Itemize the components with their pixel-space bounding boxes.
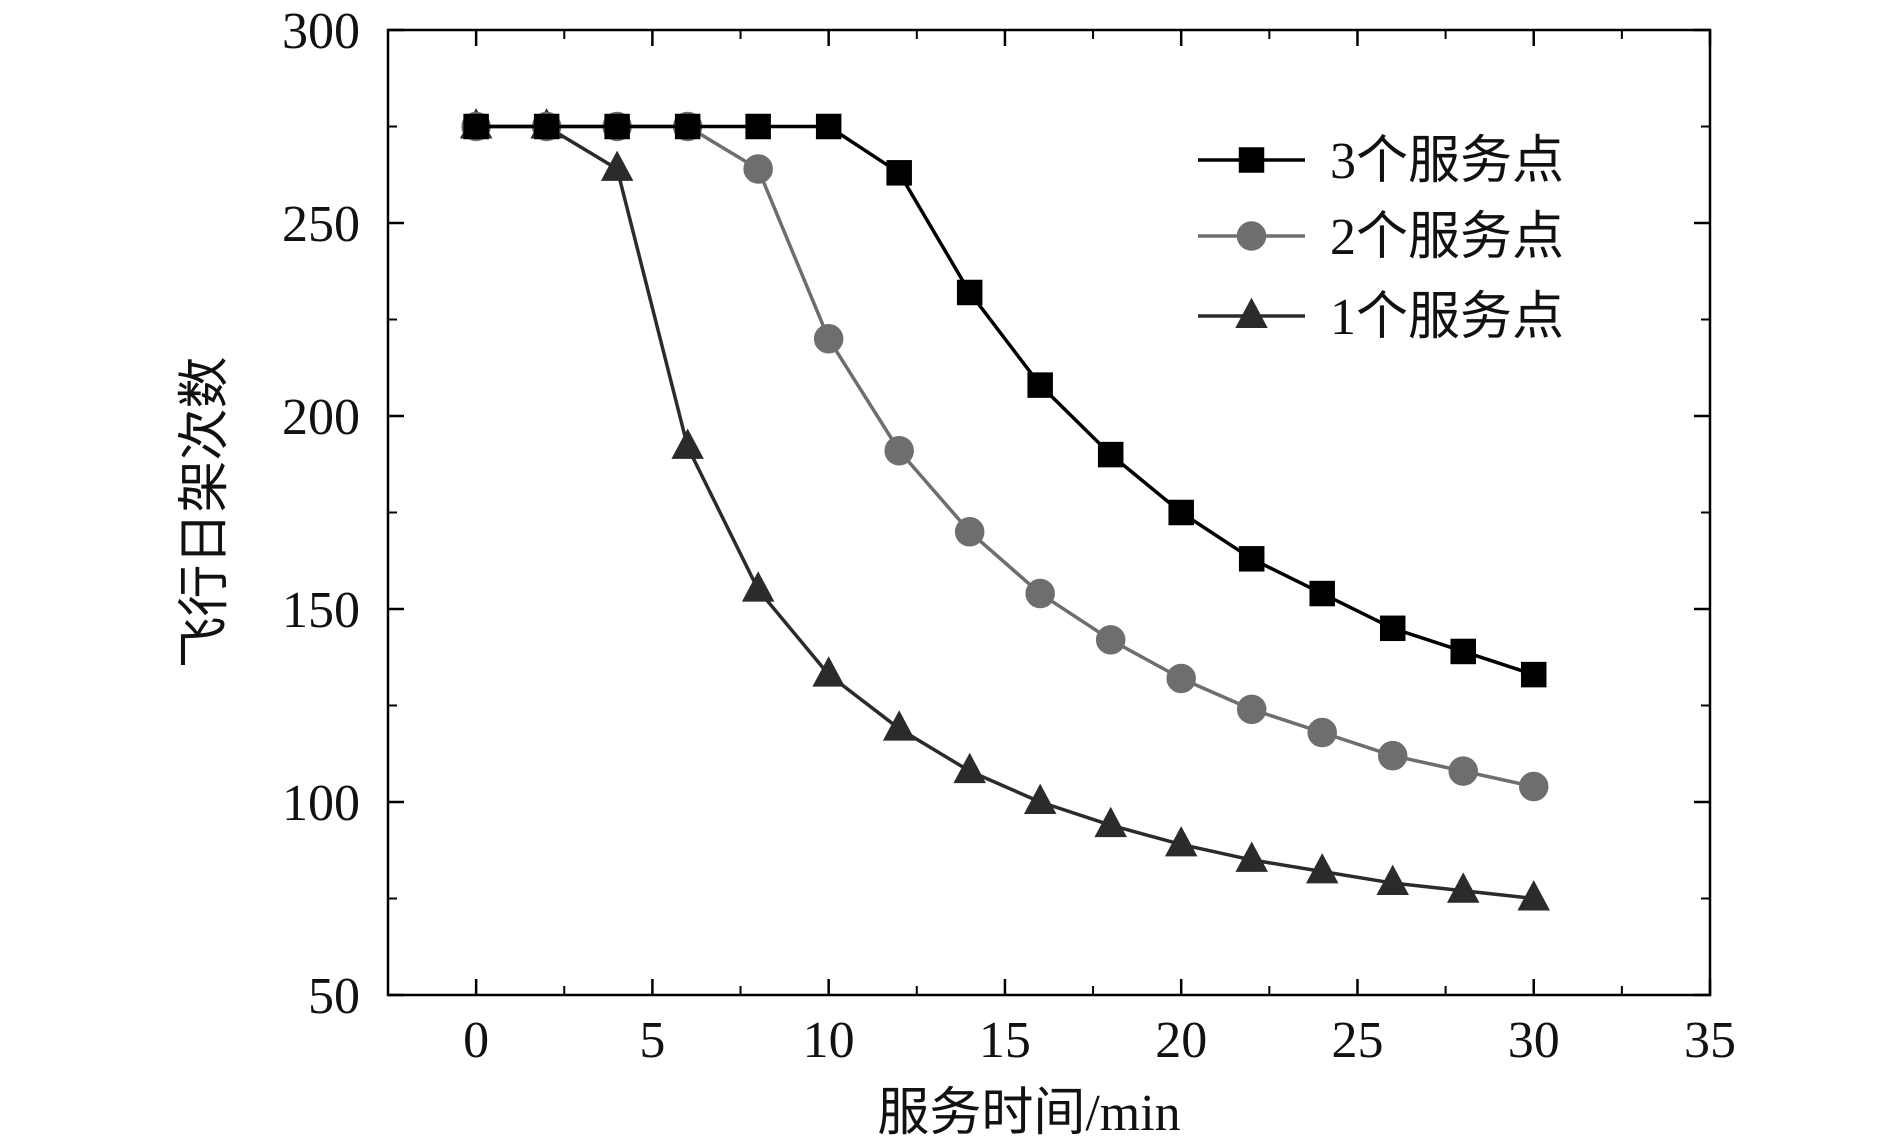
data-point-circle xyxy=(884,435,914,466)
y-tick-label: 300 xyxy=(282,3,360,60)
x-tick-label: 25 xyxy=(1331,1012,1383,1069)
data-point-triangle xyxy=(1164,826,1198,857)
y-axis-title: 飞行日架次数 xyxy=(177,356,234,668)
series-layer xyxy=(459,108,1550,911)
series-line xyxy=(476,124,1535,677)
data-point-circle xyxy=(1377,740,1408,771)
data-point-circle xyxy=(813,324,844,354)
data-point-square xyxy=(1027,372,1053,398)
data-point-circle xyxy=(1448,756,1478,786)
data-point-triangle xyxy=(671,428,704,459)
data-point-circle xyxy=(1025,578,1055,609)
data-point-triangle xyxy=(1235,841,1268,872)
legend-item: 1个服务点 xyxy=(1198,289,1564,346)
legend-item: 3个服务点 xyxy=(1198,133,1564,190)
y-tick-label: 200 xyxy=(282,389,360,446)
legend-item: 2个服务点 xyxy=(1198,209,1564,266)
x-tick-label: 0 xyxy=(463,1012,489,1069)
data-point-circle xyxy=(1166,663,1196,694)
data-point-square xyxy=(745,113,771,140)
series-1 xyxy=(463,113,1547,688)
data-point-square xyxy=(1450,638,1476,665)
data-point-triangle xyxy=(600,150,634,181)
data-point-square xyxy=(533,113,560,140)
data-point-circle xyxy=(1236,694,1267,725)
data-point-square xyxy=(674,113,701,140)
legend-marker-circle xyxy=(1236,221,1267,251)
x-tick-label: 5 xyxy=(639,1012,665,1069)
data-point-triangle xyxy=(1023,783,1057,814)
data-point-triangle xyxy=(812,656,845,687)
data-point-square xyxy=(886,160,912,186)
data-point-triangle xyxy=(1376,864,1409,896)
data-point-triangle xyxy=(953,752,986,784)
y-tick-label: 100 xyxy=(282,775,360,832)
data-point-square xyxy=(1309,580,1335,607)
series-line xyxy=(476,124,1534,901)
data-point-triangle xyxy=(1517,880,1550,911)
data-point-square xyxy=(1379,615,1406,642)
data-point-circle xyxy=(1518,771,1549,802)
y-tick-label: 50 xyxy=(308,968,360,1025)
legend-label: 2个服务点 xyxy=(1330,209,1564,266)
x-tick-label: 20 xyxy=(1155,1012,1207,1069)
x-axis-title: 服务时间/min xyxy=(877,1085,1180,1142)
legend: 3个服务点 2个服务点 1个服务点 xyxy=(1198,133,1564,346)
data-point-square xyxy=(463,113,489,140)
data-point-circle xyxy=(743,154,773,184)
data-point-square xyxy=(956,279,983,306)
data-point-square xyxy=(815,113,842,140)
series-3 xyxy=(459,108,1550,911)
x-tick-label: 15 xyxy=(979,1012,1031,1069)
y-tick-label: 250 xyxy=(282,196,360,253)
data-point-square xyxy=(1097,441,1124,468)
data-point-triangle xyxy=(1446,872,1480,903)
x-tick-label: 30 xyxy=(1508,1012,1560,1069)
axis-ticks: 0 5 10 15 20 25 30 35 50 100 150 200 250 300 xyxy=(282,3,1736,1069)
data-point-circle xyxy=(954,517,985,547)
data-point-triangle xyxy=(1094,806,1127,838)
legend-marker-triangle xyxy=(1235,297,1268,328)
x-tick-label: 10 xyxy=(803,1012,855,1069)
legend-marker-square xyxy=(1238,147,1265,173)
data-point-triangle xyxy=(741,571,775,602)
data-point-triangle xyxy=(1305,853,1339,884)
legend-label: 3个服务点 xyxy=(1330,133,1564,190)
x-tick-label: 35 xyxy=(1684,1012,1736,1069)
data-point-circle xyxy=(1095,625,1126,655)
data-point-square xyxy=(1238,546,1265,572)
y-tick-label: 150 xyxy=(282,582,360,639)
data-point-square xyxy=(1520,661,1547,688)
data-point-triangle xyxy=(882,710,916,741)
data-point-square xyxy=(1168,499,1194,526)
legend-label: 1个服务点 xyxy=(1330,289,1564,346)
data-point-square xyxy=(604,113,630,140)
data-point-circle xyxy=(1307,717,1337,748)
